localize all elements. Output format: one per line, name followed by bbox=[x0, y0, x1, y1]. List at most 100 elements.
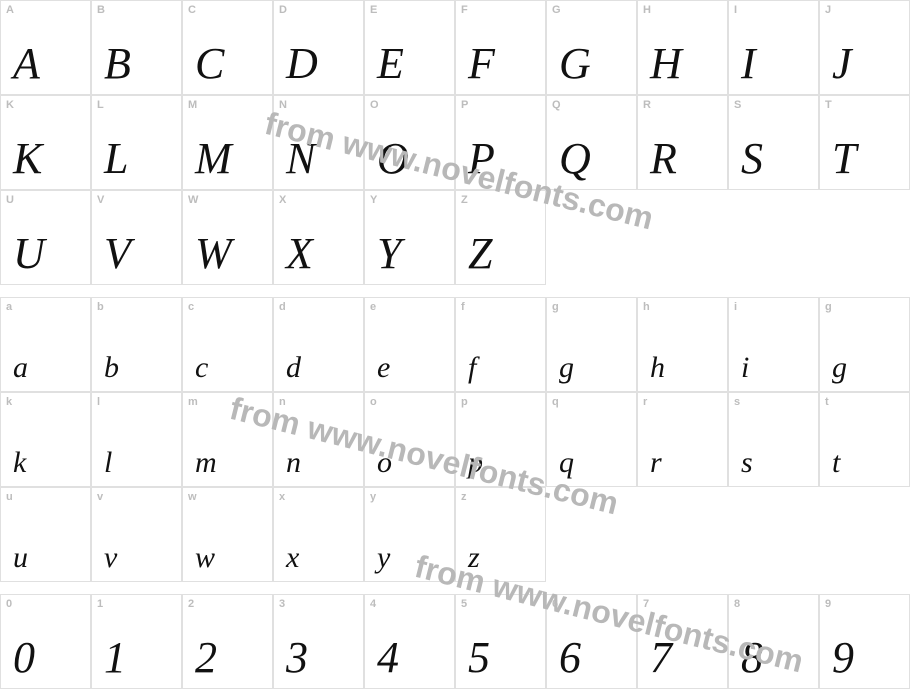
cell-glyph: T bbox=[820, 137, 909, 181]
empty-cell bbox=[637, 487, 728, 582]
glyph-cell: GG bbox=[546, 0, 637, 95]
glyph-cell: II bbox=[728, 0, 819, 95]
glyph-cell: ii bbox=[728, 297, 819, 392]
cell-glyph: s bbox=[729, 448, 818, 478]
spacer-cell bbox=[182, 285, 273, 297]
glyph-cell: rr bbox=[637, 392, 728, 487]
cell-glyph: t bbox=[820, 448, 909, 478]
glyph-cell: mm bbox=[182, 392, 273, 487]
empty-cell bbox=[819, 190, 910, 285]
cell-glyph: E bbox=[365, 42, 454, 86]
glyph-cell: XX bbox=[273, 190, 364, 285]
cell-glyph: k bbox=[1, 448, 90, 478]
cell-glyph: F bbox=[456, 42, 545, 86]
cell-label: I bbox=[734, 4, 737, 16]
cell-label: V bbox=[97, 194, 104, 206]
spacer-cell bbox=[455, 582, 546, 594]
empty-cell bbox=[637, 190, 728, 285]
glyph-cell: 55 bbox=[455, 594, 546, 689]
cell-label: T bbox=[825, 99, 832, 111]
glyph-cell: ll bbox=[91, 392, 182, 487]
glyph-cell: 88 bbox=[728, 594, 819, 689]
cell-glyph: 8 bbox=[729, 636, 818, 680]
cell-label: l bbox=[97, 396, 100, 408]
cell-glyph: A bbox=[1, 42, 90, 86]
cell-label: L bbox=[97, 99, 104, 111]
glyph-cell: DD bbox=[273, 0, 364, 95]
cell-label: 7 bbox=[643, 598, 649, 610]
glyph-cell: EE bbox=[364, 0, 455, 95]
glyph-cell: ZZ bbox=[455, 190, 546, 285]
cell-glyph: o bbox=[365, 448, 454, 478]
cell-glyph: B bbox=[92, 42, 181, 86]
cell-label: a bbox=[6, 301, 12, 313]
cell-label: Y bbox=[370, 194, 377, 206]
cell-label: C bbox=[188, 4, 196, 16]
spacer-cell bbox=[637, 582, 728, 594]
spacer-cell bbox=[455, 285, 546, 297]
cell-label: m bbox=[188, 396, 198, 408]
cell-glyph: C bbox=[183, 42, 272, 86]
cell-label: K bbox=[6, 99, 14, 111]
cell-glyph: g bbox=[820, 353, 909, 383]
spacer-cell bbox=[819, 285, 910, 297]
cell-label: M bbox=[188, 99, 197, 111]
cell-label: N bbox=[279, 99, 287, 111]
glyph-cell: yy bbox=[364, 487, 455, 582]
glyph-cell: 22 bbox=[182, 594, 273, 689]
cell-glyph: G bbox=[547, 42, 636, 86]
character-map-grid: AABBCCDDEEFFGGHHIIJJKKLLMMNNOOPPQQRRSSTT… bbox=[0, 0, 911, 689]
cell-label: Q bbox=[552, 99, 561, 111]
cell-glyph: y bbox=[365, 543, 454, 573]
cell-label: Z bbox=[461, 194, 468, 206]
cell-glyph: X bbox=[274, 232, 363, 276]
empty-cell bbox=[819, 487, 910, 582]
glyph-cell: vv bbox=[91, 487, 182, 582]
cell-glyph: 1 bbox=[92, 636, 181, 680]
glyph-cell: FF bbox=[455, 0, 546, 95]
cell-label: 0 bbox=[6, 598, 12, 610]
cell-glyph: m bbox=[183, 448, 272, 478]
glyph-cell: qq bbox=[546, 392, 637, 487]
cell-glyph: f bbox=[456, 353, 545, 383]
glyph-cell: 00 bbox=[0, 594, 91, 689]
cell-label: b bbox=[97, 301, 104, 313]
cell-label: 4 bbox=[370, 598, 376, 610]
glyph-cell: OO bbox=[364, 95, 455, 190]
cell-glyph: r bbox=[638, 448, 727, 478]
cell-label: y bbox=[370, 491, 376, 503]
cell-glyph: Z bbox=[456, 232, 545, 276]
cell-label: r bbox=[643, 396, 647, 408]
cell-glyph: v bbox=[92, 543, 181, 573]
cell-label: q bbox=[552, 396, 559, 408]
cell-glyph: S bbox=[729, 137, 818, 181]
glyph-cell: oo bbox=[364, 392, 455, 487]
cell-label: h bbox=[643, 301, 650, 313]
glyph-cell: ss bbox=[728, 392, 819, 487]
spacer-cell bbox=[637, 285, 728, 297]
cell-glyph: M bbox=[183, 137, 272, 181]
glyph-cell: pp bbox=[455, 392, 546, 487]
cell-label: g bbox=[552, 301, 559, 313]
cell-label: 3 bbox=[279, 598, 285, 610]
cell-label: S bbox=[734, 99, 741, 111]
glyph-cell: aa bbox=[0, 297, 91, 392]
cell-glyph: W bbox=[183, 232, 272, 276]
cell-glyph: d bbox=[274, 353, 363, 383]
cell-glyph: w bbox=[183, 543, 272, 573]
glyph-cell: NN bbox=[273, 95, 364, 190]
empty-cell bbox=[546, 190, 637, 285]
spacer-cell bbox=[364, 285, 455, 297]
cell-label: o bbox=[370, 396, 377, 408]
cell-glyph: g bbox=[547, 353, 636, 383]
cell-glyph: q bbox=[547, 448, 636, 478]
cell-glyph: h bbox=[638, 353, 727, 383]
empty-cell bbox=[546, 487, 637, 582]
cell-glyph: O bbox=[365, 137, 454, 181]
cell-label: A bbox=[6, 4, 14, 16]
spacer-cell bbox=[273, 582, 364, 594]
cell-glyph: n bbox=[274, 448, 363, 478]
glyph-cell: CC bbox=[182, 0, 273, 95]
glyph-cell: LL bbox=[91, 95, 182, 190]
glyph-cell: MM bbox=[182, 95, 273, 190]
